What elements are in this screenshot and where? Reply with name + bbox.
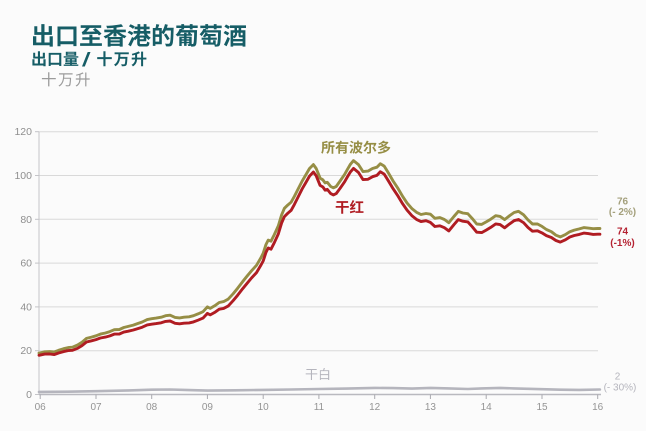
- svg-text:08: 08: [146, 402, 158, 413]
- svg-text:100: 100: [14, 170, 32, 182]
- svg-text:80: 80: [20, 214, 32, 226]
- svg-text:74: 74: [617, 227, 629, 238]
- svg-text:(- 2%): (- 2%): [609, 207, 636, 218]
- svg-text:14: 14: [481, 402, 493, 413]
- svg-text:20: 20: [20, 345, 32, 357]
- svg-text:76: 76: [617, 196, 629, 207]
- svg-text:06: 06: [35, 402, 47, 413]
- svg-text:120: 120: [14, 126, 32, 138]
- svg-text:40: 40: [20, 301, 32, 313]
- svg-text:15: 15: [536, 402, 548, 413]
- svg-text:(-1%): (-1%): [610, 238, 634, 249]
- svg-text:60: 60: [20, 258, 32, 270]
- svg-text:16: 16: [592, 402, 604, 413]
- svg-text:12: 12: [369, 402, 381, 413]
- svg-text:0: 0: [26, 389, 32, 401]
- svg-text:13: 13: [425, 402, 437, 413]
- svg-text:10: 10: [258, 402, 270, 413]
- svg-text:2: 2: [615, 372, 621, 383]
- svg-text:09: 09: [202, 402, 214, 413]
- svg-text:07: 07: [90, 402, 102, 413]
- svg-text:(- 30%): (- 30%): [604, 383, 637, 394]
- svg-text:11: 11: [314, 402, 325, 413]
